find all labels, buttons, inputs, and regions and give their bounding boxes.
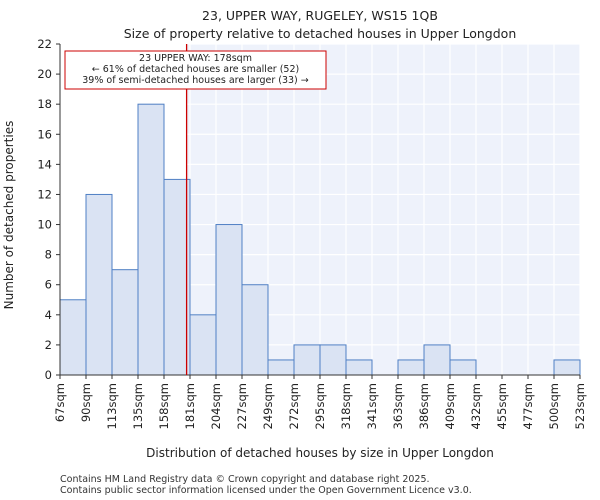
x-tick-label: 204sqm xyxy=(209,383,223,429)
y-tick-label: 20 xyxy=(37,67,52,81)
annotation-line: 39% of semi-detached houses are larger (… xyxy=(82,75,309,86)
x-tick-label: 181sqm xyxy=(183,383,197,429)
footer-copyright: Contains HM Land Registry data © Crown c… xyxy=(60,474,430,485)
histogram-bar xyxy=(85,193,113,376)
y-axis-label: Number of detached properties xyxy=(2,121,16,310)
x-tick-label: 295sqm xyxy=(313,383,327,429)
y-tick-label: 0 xyxy=(45,368,52,382)
histogram-bar xyxy=(267,359,295,376)
histogram-bar xyxy=(137,103,165,376)
y-tick-label: 22 xyxy=(37,37,52,51)
y-tick-label: 12 xyxy=(37,187,52,201)
histogram-bar xyxy=(449,359,477,376)
x-axis-label: Distribution of detached houses by size … xyxy=(146,446,494,460)
x-tick-label: 341sqm xyxy=(365,383,379,429)
x-tick-label: 249sqm xyxy=(261,383,275,429)
x-tick-label: 67sqm xyxy=(53,383,67,422)
histogram-bar xyxy=(189,314,217,376)
annotation-line: 23 UPPER WAY: 178sqm xyxy=(139,53,252,64)
x-tick-label: 90sqm xyxy=(79,383,93,422)
x-tick-label: 318sqm xyxy=(339,383,353,429)
y-tick-label: 16 xyxy=(37,127,52,141)
y-tick-label: 4 xyxy=(45,308,52,322)
histogram-bar xyxy=(345,359,373,376)
x-tick-label: 523sqm xyxy=(573,383,587,429)
histogram-bar xyxy=(423,344,451,376)
x-tick-label: 500sqm xyxy=(547,383,561,429)
x-tick-label: 363sqm xyxy=(391,383,405,429)
x-tick-label: 272sqm xyxy=(287,383,301,429)
annotation-box xyxy=(64,50,327,90)
x-tick-label: 135sqm xyxy=(131,383,145,429)
y-tick-label: 2 xyxy=(45,338,52,352)
annotation-line: ← 61% of detached houses are smaller (52… xyxy=(92,64,299,75)
x-tick-label: 158sqm xyxy=(157,383,171,429)
y-tick-label: 6 xyxy=(45,278,52,292)
histogram-bar xyxy=(293,344,321,376)
histogram-bar xyxy=(397,359,425,376)
histogram-bar xyxy=(553,359,581,376)
x-tick-label: 386sqm xyxy=(417,383,431,429)
histogram-bar xyxy=(111,269,139,376)
y-tick-label: 10 xyxy=(37,218,52,232)
histogram-bar xyxy=(241,284,269,376)
chart-subtitle: Size of property relative to detached ho… xyxy=(124,26,517,41)
y-tick-label: 14 xyxy=(37,157,52,171)
x-tick-label: 113sqm xyxy=(105,383,119,429)
y-tick-label: 8 xyxy=(45,248,52,262)
x-tick-label: 432sqm xyxy=(469,383,483,429)
x-tick-label: 477sqm xyxy=(521,383,535,429)
histogram-bar xyxy=(215,224,243,376)
x-tick-label: 409sqm xyxy=(443,383,457,429)
x-tick-label: 455sqm xyxy=(495,383,509,429)
histogram-bar xyxy=(59,299,87,376)
histogram-bar xyxy=(163,178,191,376)
footer-licence: Contains public sector information licen… xyxy=(60,485,472,496)
x-tick-label: 227sqm xyxy=(235,383,249,429)
y-tick-label: 18 xyxy=(37,97,52,111)
chart-title: 23, UPPER WAY, RUGELEY, WS15 1QB xyxy=(202,8,438,23)
histogram-bar xyxy=(319,344,347,376)
